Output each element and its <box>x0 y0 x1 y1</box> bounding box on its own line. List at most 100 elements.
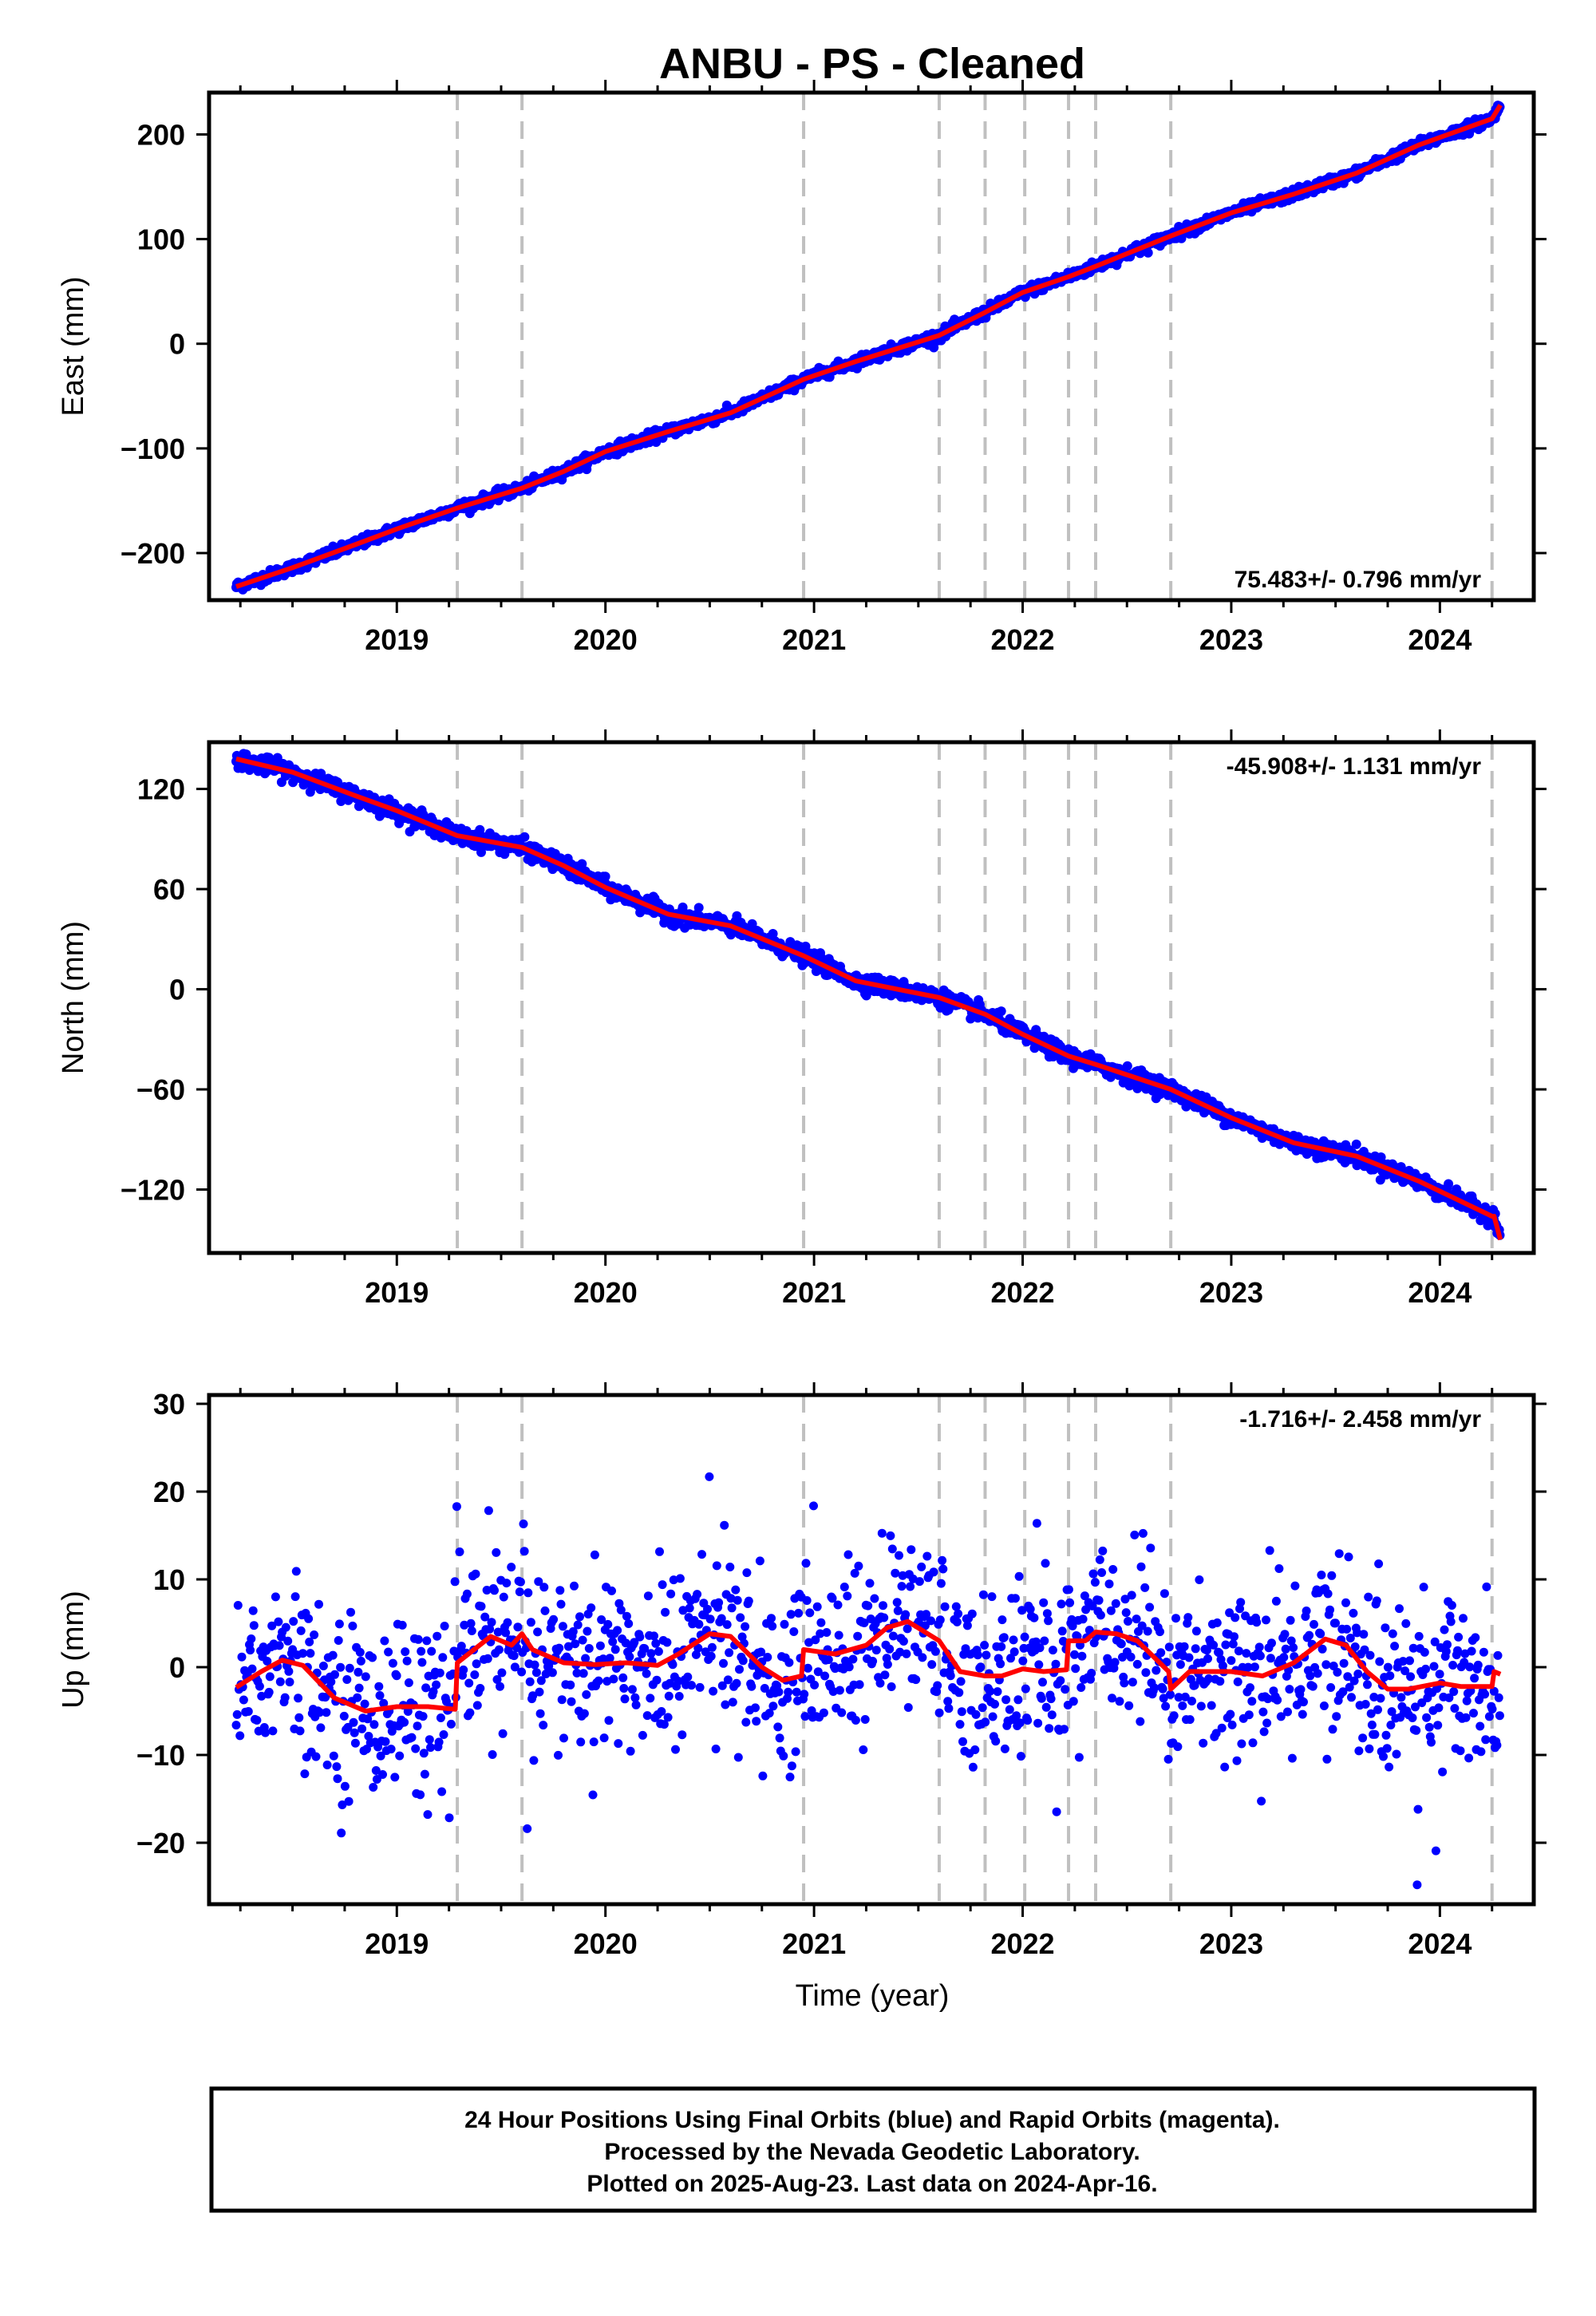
data-point <box>1136 1562 1146 1571</box>
data-point <box>986 1686 995 1696</box>
data-point <box>1088 1569 1098 1579</box>
data-point <box>848 1654 858 1664</box>
data-point <box>369 1783 378 1792</box>
data-point <box>837 1708 847 1717</box>
data-point <box>556 1599 566 1609</box>
data-point <box>513 1622 523 1632</box>
data-point <box>736 1613 745 1622</box>
data-point <box>598 1654 608 1664</box>
data-point <box>843 1591 852 1601</box>
data-point <box>1033 1718 1043 1728</box>
data-point <box>1136 1717 1145 1726</box>
data-point <box>413 1634 423 1644</box>
data-point <box>655 1547 664 1556</box>
data-point <box>487 1618 496 1627</box>
data-point <box>1047 1710 1057 1720</box>
data-point <box>470 1670 480 1679</box>
data-point <box>369 1720 379 1729</box>
data-point <box>954 1688 964 1697</box>
data-point <box>809 1501 818 1511</box>
data-point <box>981 1717 990 1727</box>
data-point <box>764 1709 774 1718</box>
data-point <box>349 1717 358 1727</box>
data-point <box>725 1648 734 1658</box>
data-point <box>345 1663 354 1673</box>
data-point <box>267 1621 277 1630</box>
data-point <box>492 1675 502 1684</box>
data-point <box>525 1677 535 1686</box>
data-point <box>705 1472 714 1481</box>
data-point <box>442 1697 451 1706</box>
data-point <box>329 1751 338 1761</box>
data-point <box>917 1562 926 1571</box>
data-point <box>333 1774 342 1784</box>
data-point <box>289 1617 298 1626</box>
data-point <box>674 1692 684 1701</box>
data-point <box>462 1589 472 1599</box>
data-point <box>281 1622 290 1632</box>
data-point <box>338 1800 347 1809</box>
data-point <box>936 1579 946 1588</box>
data-point <box>901 1610 911 1619</box>
data-point <box>609 1674 618 1684</box>
data-point <box>801 1559 811 1568</box>
data-point <box>940 1602 950 1611</box>
data-point <box>955 1720 965 1729</box>
data-point <box>450 1577 460 1587</box>
data-point <box>658 1580 667 1590</box>
data-point <box>575 1612 584 1622</box>
data-point <box>476 1602 486 1611</box>
data-point <box>902 1649 911 1658</box>
data-point <box>1120 1678 1129 1688</box>
data-point <box>483 1654 492 1663</box>
data-point <box>384 1647 393 1657</box>
y-tick-label: 0 <box>169 328 185 361</box>
data-point <box>503 1618 512 1627</box>
data-point <box>249 1621 259 1630</box>
data-point <box>911 1675 921 1685</box>
data-point <box>421 1683 431 1693</box>
data-point <box>968 1762 978 1772</box>
data-point <box>361 1672 370 1682</box>
data-point <box>835 1686 844 1695</box>
data-point <box>263 1657 272 1666</box>
data-point <box>705 1614 715 1624</box>
data-point <box>794 1608 804 1618</box>
data-point <box>1156 1627 1164 1637</box>
data-point <box>326 1677 336 1686</box>
data-point <box>587 1603 596 1613</box>
data-point <box>1122 1061 1132 1071</box>
data-point <box>779 1751 788 1761</box>
data-point <box>1159 1589 1169 1599</box>
y-tick-label: −100 <box>120 433 185 465</box>
data-point <box>1111 1599 1120 1608</box>
data-point <box>381 1737 390 1746</box>
data-point <box>438 1653 448 1662</box>
y-tick-label: −60 <box>136 1073 185 1106</box>
data-point <box>1126 1652 1136 1662</box>
data-point <box>717 1614 726 1623</box>
data-point <box>828 1687 838 1696</box>
fit-line <box>235 756 1503 1241</box>
data-point <box>417 1658 427 1667</box>
data-point <box>714 1598 724 1607</box>
data-point <box>344 1796 354 1806</box>
data-point <box>786 1610 796 1619</box>
data-point <box>315 1708 325 1717</box>
data-point <box>567 1697 576 1706</box>
data-point <box>1021 1684 1030 1694</box>
data-point <box>726 1594 736 1603</box>
data-point <box>1070 1650 1079 1659</box>
data-point <box>886 1531 895 1540</box>
data-point <box>922 1610 931 1619</box>
data-point <box>664 1691 674 1701</box>
data-point <box>246 1646 255 1655</box>
data-point <box>1180 1692 1190 1701</box>
data-point <box>784 1687 793 1697</box>
data-point <box>1014 1571 1024 1581</box>
data-point <box>435 1668 444 1678</box>
data-point <box>1140 1583 1150 1592</box>
data-point <box>822 1628 832 1637</box>
data-point <box>951 1602 961 1611</box>
data-point <box>1116 1639 1126 1649</box>
